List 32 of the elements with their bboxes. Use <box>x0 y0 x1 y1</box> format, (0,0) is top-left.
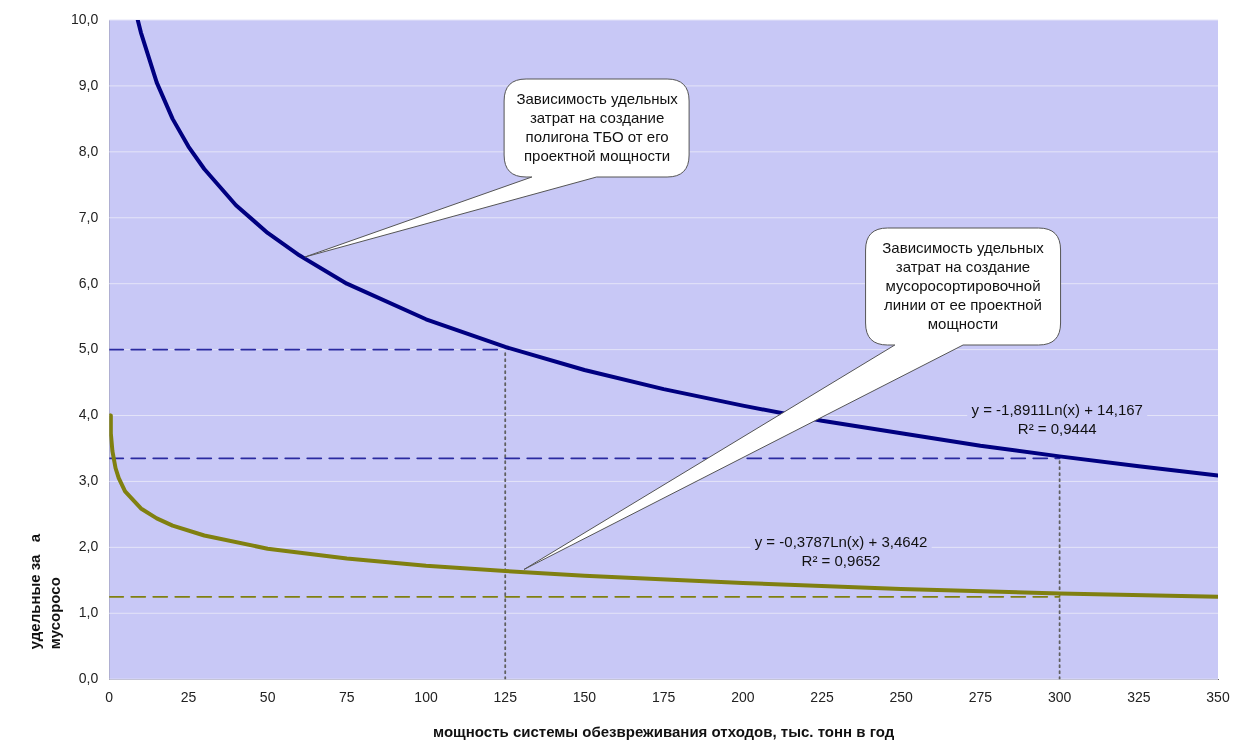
x-tick-label: 250 <box>889 689 914 706</box>
y-tick-label: 8,0 <box>78 142 99 159</box>
x-tick-label: 200 <box>731 689 755 706</box>
annotation: Зависимость удельных затрат на создание полигона ТБО от его проектной мощности <box>515 89 679 166</box>
y-tick-label: 0,0 <box>78 670 99 687</box>
annotation: Зависимость удельных затрат на создание мусоросортировочной линии от ее проектной мощности <box>881 237 1045 333</box>
x-tick-label: 150 <box>572 689 597 706</box>
y-tick-label: 2,0 <box>78 538 99 555</box>
x-tick-label: 275 <box>968 689 993 706</box>
y-tick-label: 7,0 <box>78 208 99 225</box>
annotation: y = -1,8911Ln(x) + 14,167 R² = 0,9444 <box>971 400 1143 439</box>
x-tick-label: 300 <box>1047 689 1072 706</box>
y-tick-label: 4,0 <box>78 406 99 423</box>
x-tick-label: 25 <box>180 689 197 706</box>
y-tick-label: 1,0 <box>78 604 99 621</box>
annotation: y = -0,3787Ln(x) + 3,4642 R² = 0,9652 <box>754 531 928 570</box>
x-axis-title: мощность системы обезвреживания отходов, тыс. тонн в год <box>433 723 895 741</box>
y-tick-label: 3,0 <box>78 472 99 489</box>
x-tick-label: 100 <box>414 689 438 706</box>
x-tick-label: 0 <box>105 689 114 706</box>
x-tick-label: 125 <box>493 689 518 706</box>
y-tick-label: 5,0 <box>78 340 99 357</box>
y-tick-label: 10,0 <box>71 10 99 27</box>
y-tick-label: 9,0 <box>78 76 99 93</box>
x-tick-label: 325 <box>1127 689 1151 706</box>
y-axis-title: удельные за а мусоросо <box>25 533 63 650</box>
x-tick-label: 75 <box>339 689 355 706</box>
x-tick-label: 175 <box>651 689 676 706</box>
x-tick-label: 50 <box>259 689 276 706</box>
x-tick-label: 350 <box>1206 689 1230 706</box>
x-tick-label: 225 <box>810 689 834 706</box>
y-tick-label: 6,0 <box>78 274 99 291</box>
